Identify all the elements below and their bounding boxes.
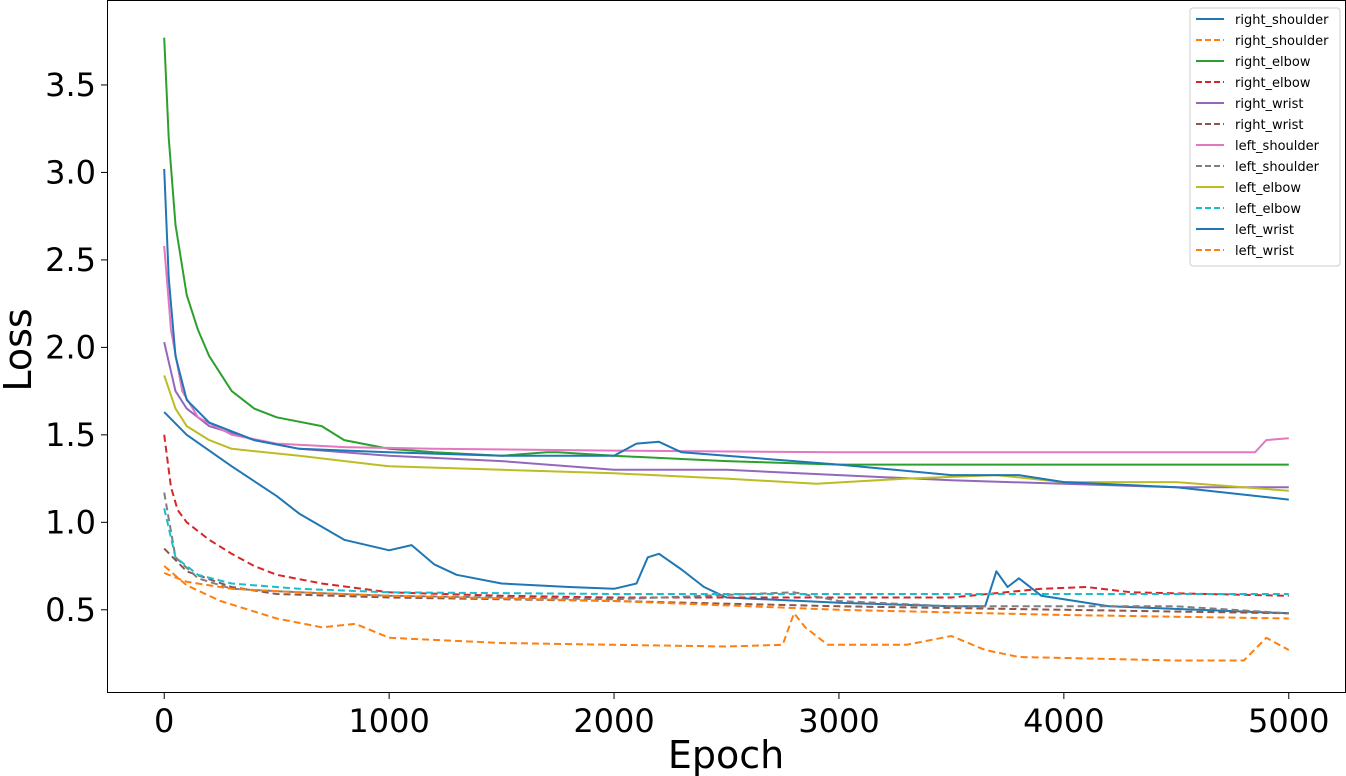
series-line-right-shoulder-dashed	[163, 565, 1290, 662]
plot-lines	[163, 37, 1290, 662]
series-line-left-wrist-solid	[163, 168, 1289, 501]
legend-label: left_shoulder	[1235, 139, 1320, 154]
x-tick-label: 3000	[798, 702, 879, 740]
legend-label: right_wrist	[1235, 118, 1304, 133]
x-tick-label: 4000	[1023, 702, 1104, 740]
legend-label: left_shoulder	[1235, 160, 1320, 175]
series-line-right-wrist-dashed	[163, 547, 1289, 615]
x-tick-label: 5000	[1248, 702, 1329, 740]
y-tick-label: 2.5	[45, 241, 96, 279]
y-tick-label: 1.5	[45, 416, 96, 454]
y-tick-label: 3.5	[45, 66, 96, 104]
y-tick-label: 3.0	[45, 153, 96, 191]
x-tick-label: 1000	[348, 702, 429, 740]
legend-label: right_shoulder	[1235, 13, 1329, 28]
series-line-right-elbow-dashed	[163, 434, 1289, 599]
x-axis-ticks: 0 1000 2000 3000 4000 5000	[154, 692, 1329, 740]
legend-label: right_elbow	[1235, 76, 1311, 91]
series-line-right-wrist-solid	[163, 341, 1289, 489]
plot-frame	[107, 0, 1346, 693]
series-line-left-wrist-dashed	[163, 572, 1289, 620]
x-tick-label: 2000	[573, 702, 654, 740]
legend-label: right_wrist	[1235, 97, 1304, 112]
series-line-left-elbow-dashed	[163, 508, 1289, 595]
legend-label: left_elbow	[1235, 202, 1301, 217]
legend: right_shoulderright_shoulderright_elbowr…	[1189, 7, 1341, 267]
y-tick-label: 1.0	[45, 503, 96, 541]
series-line-right-elbow-solid	[163, 37, 1289, 466]
legend-label: left_wrist	[1235, 223, 1294, 238]
legend-box	[1189, 7, 1341, 267]
legend-label: left_elbow	[1235, 181, 1301, 196]
legend-label: right_shoulder	[1235, 34, 1329, 49]
series-line-right-shoulder-solid	[163, 411, 1289, 615]
y-axis-ticks: 0.5 1.0 1.5 2.0 2.5 3.0 3.5	[45, 66, 108, 629]
y-tick-label: 0.5	[45, 591, 96, 629]
y-tick-label: 2.0	[45, 328, 96, 366]
y-axis-title: Loss	[0, 308, 40, 391]
x-tick-label: 0	[154, 702, 174, 740]
x-axis-title: Epoch	[668, 733, 784, 776]
series-line-left-shoulder-solid	[163, 245, 1289, 454]
legend-label: left_wrist	[1235, 244, 1294, 259]
series-line-left-elbow-solid	[163, 375, 1289, 492]
legend-label: right_elbow	[1235, 55, 1311, 70]
